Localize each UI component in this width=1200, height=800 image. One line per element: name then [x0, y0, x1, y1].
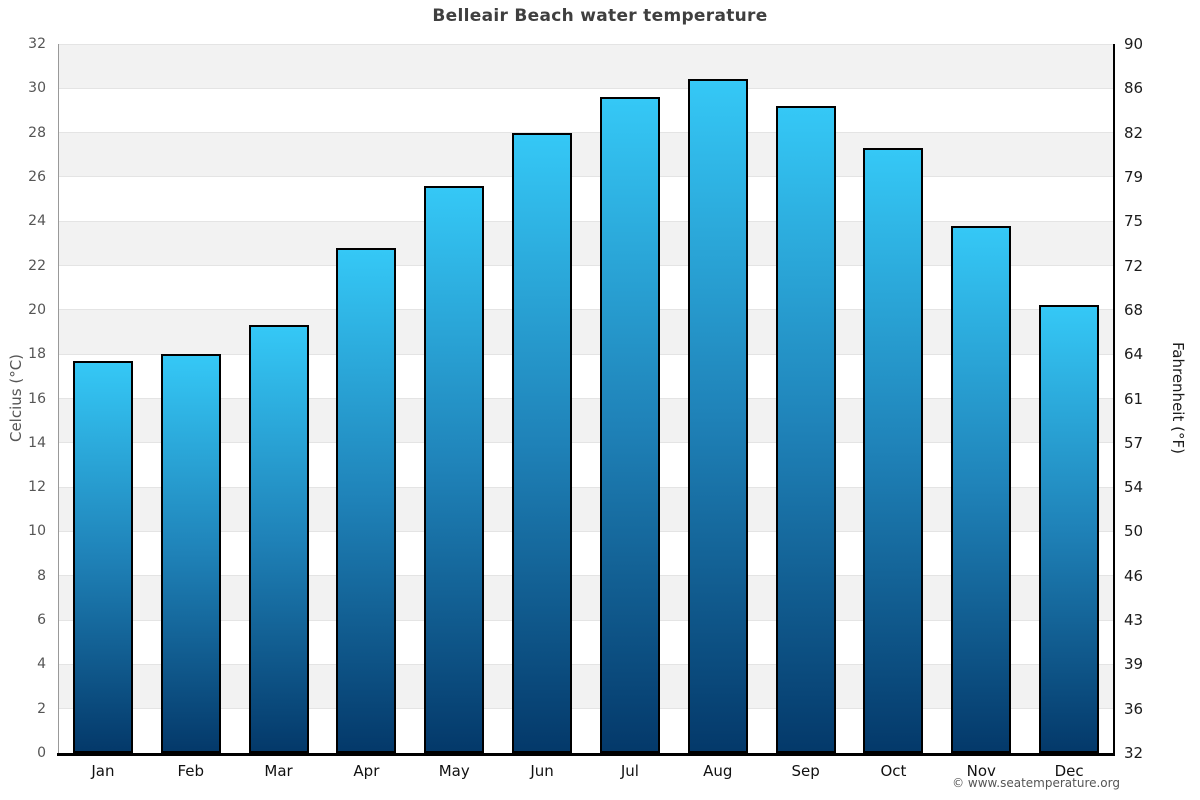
fahrenheit-tick-57: 57: [1124, 433, 1144, 452]
fahrenheit-tick-36: 36: [1124, 699, 1144, 718]
celsius-tick-30: 30: [28, 80, 46, 97]
plot-band: [59, 664, 1113, 709]
gridline: [59, 87, 1113, 89]
celsius-tick-24: 24: [28, 213, 46, 230]
celsius-tick-22: 22: [28, 257, 46, 274]
plot-band: [59, 176, 1113, 222]
bar-sep: [775, 106, 836, 753]
plot-band: [59, 354, 1113, 399]
fahrenheit-tick-68: 68: [1124, 300, 1144, 319]
plot-band: [59, 88, 1113, 133]
celsius-tick-26: 26: [28, 168, 46, 185]
copyright-watermark: © www.seatemperature.org: [952, 776, 1120, 790]
plot-band: [59, 221, 1113, 266]
plot-band: [59, 265, 1113, 310]
gridline: [59, 132, 1113, 134]
month-label-sep: Sep: [791, 762, 820, 780]
gridline: [59, 398, 1113, 399]
gridline: [59, 353, 1113, 355]
month-label-aug: Aug: [703, 762, 733, 780]
fahrenheit-tick-72: 72: [1124, 256, 1144, 275]
gridline: [59, 265, 1113, 267]
celsius-tick-32: 32: [28, 36, 46, 52]
plot-band: [59, 620, 1113, 665]
fahrenheit-tick-64: 64: [1124, 345, 1144, 364]
month-label-jun: Jun: [530, 762, 554, 780]
plot-band: [59, 442, 1113, 488]
bar-may: [424, 185, 485, 753]
month-label-dec: Dec: [1054, 762, 1084, 780]
celsius-tick-6: 6: [37, 612, 46, 629]
plot-band: [59, 132, 1113, 177]
bar-jan: [72, 360, 133, 753]
fahrenheit-tick-54: 54: [1124, 478, 1144, 497]
fahrenheit-tick-46: 46: [1124, 566, 1144, 585]
axis-left: [58, 44, 59, 753]
gridline: [59, 530, 1113, 532]
celsius-tick-4: 4: [37, 656, 46, 673]
gridline: [59, 575, 1113, 577]
gridline: [59, 486, 1113, 488]
plot-band: [59, 575, 1113, 621]
plot-band: [59, 44, 1113, 89]
celsius-tick-18: 18: [28, 346, 46, 363]
plot-band: [59, 309, 1113, 355]
gridline: [59, 176, 1113, 178]
axis-bottom: [57, 753, 1115, 756]
plot-band: [59, 531, 1113, 576]
fahrenheit-tick-75: 75: [1124, 212, 1144, 231]
month-label-jul: Jul: [620, 762, 639, 780]
gridline: [59, 663, 1113, 665]
bar-apr: [336, 247, 397, 753]
month-label-jan: Jan: [91, 762, 115, 780]
celsius-tick-16: 16: [28, 390, 46, 407]
month-label-may: May: [438, 762, 470, 780]
month-label-nov: Nov: [966, 762, 996, 780]
fahrenheit-tick-86: 86: [1124, 79, 1144, 98]
celsius-tick-10: 10: [28, 523, 46, 540]
gridline: [59, 309, 1113, 311]
celsius-tick-12: 12: [28, 479, 46, 496]
fahrenheit-tick-79: 79: [1124, 167, 1144, 186]
bar-nov: [951, 225, 1012, 753]
chart-title: Belleair Beach water temperature: [432, 6, 768, 26]
bar-aug: [687, 79, 748, 753]
plot-band: [59, 398, 1113, 443]
celsius-tick-8: 8: [37, 567, 46, 584]
gridline: [59, 43, 1113, 45]
month-label-mar: Mar: [264, 762, 293, 780]
bar-oct: [863, 148, 924, 753]
fahrenheit-tick-90: 90: [1124, 35, 1144, 53]
bar-feb: [160, 354, 221, 753]
fahrenheit-tick-32: 32: [1124, 744, 1144, 762]
fahrenheit-tick-61: 61: [1124, 389, 1144, 408]
gridline: [59, 442, 1113, 444]
bar-jun: [512, 132, 573, 753]
fahrenheit-tick-43: 43: [1124, 611, 1144, 630]
month-label-oct: Oct: [880, 762, 907, 780]
plot-area: [59, 43, 1113, 754]
celsius-tick-20: 20: [28, 301, 46, 318]
celsius-tick-14: 14: [28, 434, 46, 451]
gridline: [59, 220, 1113, 222]
celsius-tick-28: 28: [28, 124, 46, 141]
fahrenheit-tick-50: 50: [1124, 522, 1144, 541]
plot-band: [59, 487, 1113, 532]
axis-right: [1113, 44, 1115, 753]
fahrenheit-tick-39: 39: [1124, 655, 1144, 674]
celsius-tick-0: 0: [37, 745, 46, 761]
bar-mar: [248, 325, 309, 753]
celsius-tick-2: 2: [37, 700, 46, 717]
gridline: [59, 619, 1113, 621]
fahrenheit-tick-82: 82: [1124, 123, 1144, 142]
month-label-feb: Feb: [177, 762, 205, 780]
month-label-apr: Apr: [353, 762, 380, 780]
bar-dec: [1039, 305, 1100, 753]
bar-jul: [599, 97, 660, 753]
plot-band: [59, 708, 1113, 753]
gridline: [59, 708, 1113, 710]
